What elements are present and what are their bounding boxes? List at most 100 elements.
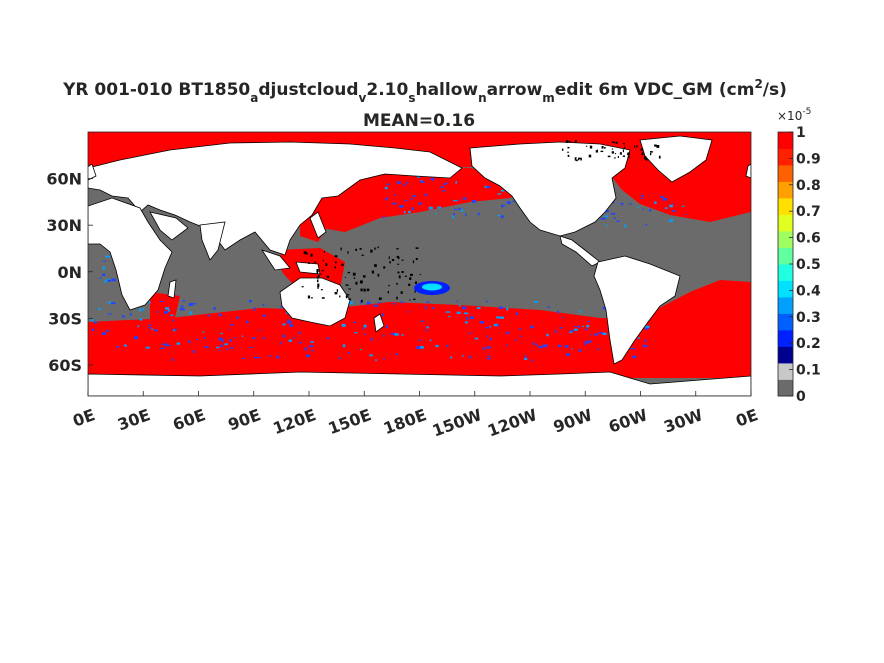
speckle-cell bbox=[466, 316, 469, 320]
speckle-cell bbox=[123, 344, 127, 347]
speckle-cell bbox=[257, 356, 261, 359]
x-axis: 0E 30E 60E 90E 120E 150E 180E 150W 120W 90W 60W 30W… bbox=[70, 391, 760, 440]
speckle-cell bbox=[309, 345, 314, 348]
colorbar-tick-label: 0.2 bbox=[796, 336, 821, 352]
island-dot bbox=[316, 276, 320, 279]
island-dot bbox=[377, 246, 379, 249]
speckle-cell bbox=[378, 302, 381, 304]
speckle-cell bbox=[353, 321, 357, 324]
speckle-cell bbox=[101, 332, 106, 335]
island-dot bbox=[611, 151, 615, 154]
speckle-cell bbox=[644, 327, 649, 330]
speckle-cell bbox=[99, 277, 102, 279]
island-dot bbox=[578, 157, 581, 160]
speckle-cell bbox=[649, 208, 652, 212]
island-dot bbox=[344, 276, 346, 279]
island-dot bbox=[396, 255, 399, 259]
island-dot bbox=[596, 149, 599, 152]
colorbar-cell bbox=[778, 379, 793, 397]
speckle-cell bbox=[347, 351, 350, 354]
speckle-cell bbox=[418, 339, 422, 341]
speckle-cell bbox=[636, 206, 639, 208]
speckle-cell bbox=[154, 329, 159, 332]
speckle-cell bbox=[524, 355, 527, 358]
island-dot bbox=[317, 283, 320, 286]
speckle-cell bbox=[597, 348, 600, 350]
island-dot bbox=[574, 158, 577, 161]
speckle-cell bbox=[489, 337, 492, 341]
speckle-cell bbox=[228, 328, 231, 331]
y-tick-label: 30N bbox=[46, 216, 82, 235]
speckle-cell bbox=[499, 306, 503, 310]
island-dot bbox=[317, 275, 320, 278]
speckle-cell bbox=[559, 327, 563, 329]
speckle-cell bbox=[384, 186, 388, 190]
speckle-cell bbox=[621, 204, 623, 206]
speckle-cell bbox=[394, 333, 399, 336]
island-dot bbox=[360, 288, 363, 292]
speckle-cell bbox=[486, 346, 491, 349]
speckle-cell bbox=[385, 325, 388, 329]
colorbar: ×10-5 0 0.1 0.2 0.3 0.4 0.5 0.6 0.7 0.8 0.9 1 bbox=[777, 107, 821, 405]
speckle-cell bbox=[289, 324, 294, 327]
x-tick-label: 0E bbox=[70, 405, 97, 430]
colorbar-tick-label: 0.8 bbox=[796, 178, 821, 194]
speckle-cell bbox=[148, 324, 151, 327]
speckle-cell bbox=[479, 321, 484, 324]
speckle-cell bbox=[224, 343, 228, 346]
speckle-cell bbox=[204, 337, 206, 339]
speckle-cell bbox=[506, 307, 509, 311]
island-dot bbox=[353, 277, 356, 280]
speckle-cell bbox=[133, 336, 138, 340]
speckle-cell bbox=[578, 325, 581, 329]
speckle-cell bbox=[390, 332, 395, 335]
speckle-cell bbox=[229, 338, 232, 342]
y-tick-label: 60S bbox=[48, 356, 82, 375]
island-dot bbox=[347, 271, 351, 274]
island-dot bbox=[614, 153, 617, 155]
speckle-cell bbox=[604, 217, 607, 219]
speckle-cell bbox=[180, 305, 184, 308]
speckle-cell bbox=[641, 195, 645, 197]
speckle-cell bbox=[497, 193, 502, 195]
speckle-cell bbox=[571, 348, 574, 350]
speckle-cell bbox=[168, 309, 170, 312]
speckle-cell bbox=[220, 344, 223, 348]
speckle-cell bbox=[105, 255, 110, 258]
speckle-cell bbox=[341, 323, 346, 327]
island-dot bbox=[348, 298, 352, 300]
chart-subtitle: MEAN=0.16 bbox=[363, 111, 475, 131]
island-dot bbox=[567, 146, 570, 149]
island-dot bbox=[607, 155, 611, 158]
speckle-cell bbox=[554, 330, 557, 333]
speckle-cell bbox=[435, 344, 439, 348]
speckle-cell bbox=[669, 219, 674, 222]
island-dot bbox=[601, 145, 604, 149]
x-tick-label: 120E bbox=[270, 405, 318, 438]
speckle-cell bbox=[263, 336, 266, 340]
speckle-cell bbox=[499, 316, 505, 319]
island-dot bbox=[419, 274, 422, 276]
island-dot bbox=[345, 295, 348, 299]
speckle-cell bbox=[196, 338, 199, 341]
speckle-cell bbox=[418, 202, 422, 205]
speckle-cell bbox=[241, 335, 244, 337]
colorbar-cell bbox=[778, 247, 793, 265]
island-dot bbox=[388, 284, 390, 287]
speckle-cell bbox=[476, 306, 481, 309]
speckle-cell bbox=[681, 205, 685, 207]
island-dot bbox=[383, 266, 386, 269]
speckle-cell bbox=[503, 205, 506, 207]
island-dot bbox=[642, 152, 644, 155]
speckle-cell bbox=[574, 325, 578, 327]
island-dot bbox=[654, 144, 657, 147]
island-dot bbox=[643, 156, 647, 160]
chart-title: YR 001-010 BT1850adjustcloudv2.10shallow… bbox=[62, 77, 787, 105]
speckle-cell bbox=[364, 333, 367, 336]
island-dot bbox=[320, 289, 323, 291]
speckle-cell bbox=[192, 303, 197, 305]
speckle-cell bbox=[640, 197, 643, 200]
island-dot bbox=[323, 250, 326, 253]
speckle-cell bbox=[403, 211, 406, 214]
speckle-cell bbox=[400, 301, 404, 304]
